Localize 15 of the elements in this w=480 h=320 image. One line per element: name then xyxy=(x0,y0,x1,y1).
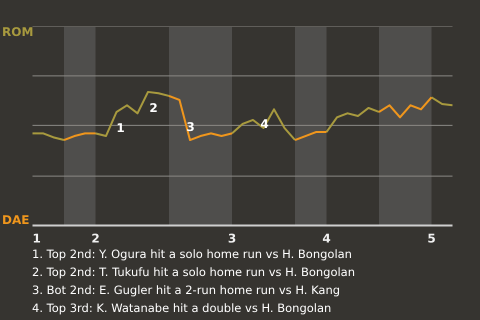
x-tick-label: 3 xyxy=(228,232,236,246)
annotation: 4 xyxy=(260,117,269,131)
x-tick-label: 1 xyxy=(32,232,41,246)
text: 2. Top 2nd: T. Tukufu hit a solo home run vs H. Bongolan xyxy=(32,265,356,279)
x-tick-label: 2 xyxy=(91,232,100,246)
text: 3. Bot 2nd: E. Gugler hit a 2-run home run vs H. Kang xyxy=(32,283,340,297)
text: 1. Top 2nd: Y. Ogura hit a solo home run vs H. Bongolan xyxy=(32,247,352,261)
annotation: 1 xyxy=(116,121,125,135)
x-tick-label: 5 xyxy=(427,232,436,246)
x-tick-label: 4 xyxy=(322,232,331,246)
text: ROM xyxy=(2,24,34,41)
text: 4. Top 3rd: K. Watanabe hit a double vs H. Bongolan xyxy=(32,301,332,315)
text: DAE xyxy=(2,212,30,229)
annotation: 3 xyxy=(186,120,195,134)
annotation: 2 xyxy=(149,101,158,115)
